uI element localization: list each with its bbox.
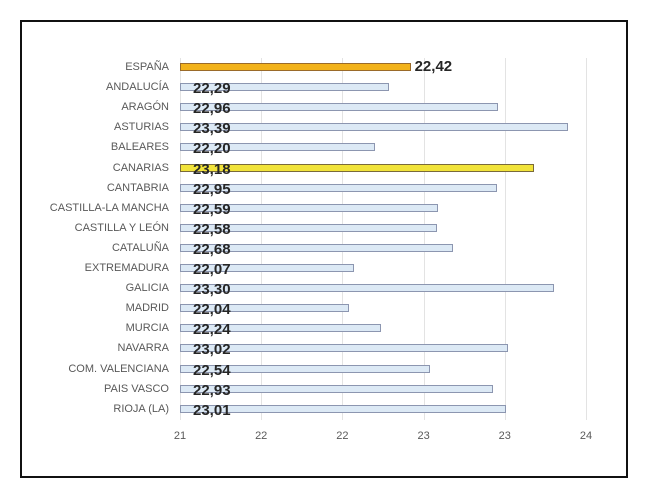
category-label: ESPAÑA	[125, 61, 169, 73]
category-label: RIOJA (LA)	[113, 402, 169, 415]
value-label: 22,04	[193, 301, 231, 319]
category-label: COM. VALENCIANA	[68, 362, 169, 375]
value-label: 22,54	[193, 361, 231, 379]
x-tick-label: 23	[498, 430, 511, 442]
category-label: MURCIA	[125, 322, 169, 335]
category-label: GALICIA	[125, 282, 169, 295]
x-tick-label: 24	[579, 430, 593, 442]
value-label: 22,59	[193, 200, 231, 218]
value-label: 22,07	[193, 261, 231, 278]
value-label: 22,93	[193, 381, 231, 399]
value-label: 22,68	[193, 240, 231, 258]
value-label: 22,96	[193, 100, 231, 118]
value-label: 22,58	[193, 220, 231, 238]
x-tick-label: 22	[336, 430, 349, 442]
category-label: ANDALUCÍA	[106, 81, 169, 94]
bar	[180, 243, 453, 252]
value-label: 22,24	[193, 321, 231, 339]
value-label: 23,02	[193, 341, 231, 359]
category-label: PAIS VASCO	[103, 382, 169, 395]
bar	[180, 63, 411, 71]
x-tick-label: 21	[173, 430, 187, 442]
gridline	[586, 58, 587, 420]
bar	[180, 384, 494, 393]
bar	[180, 264, 354, 272]
gridline	[180, 58, 181, 420]
value-label: 23,39	[193, 120, 231, 138]
value-label: 22,42	[414, 58, 453, 75]
bar	[180, 304, 349, 313]
bar	[180, 203, 439, 212]
bar	[180, 183, 497, 192]
x-tick-label: 22	[255, 430, 268, 442]
x-tick-label: 23	[417, 430, 430, 442]
bar	[180, 83, 390, 92]
category-label: CASTILLA Y LEÓN	[74, 221, 169, 234]
bar	[180, 223, 437, 232]
value-label: 22,29	[193, 80, 231, 98]
bar	[180, 364, 431, 373]
value-label: 22,95	[193, 180, 231, 198]
value-label: 23,01	[193, 401, 231, 419]
bar	[180, 103, 499, 112]
gridline	[504, 58, 506, 420]
category-label: CANARIAS	[112, 161, 169, 174]
category-label: EXTREMADURA	[84, 262, 169, 274]
category-label: CATALUÑA	[111, 241, 169, 254]
value-label: 23,30	[193, 281, 231, 299]
bar	[180, 344, 509, 353]
gridline	[423, 58, 425, 420]
bar	[180, 324, 382, 333]
bar	[180, 404, 507, 413]
category-label: BALEARES	[110, 141, 169, 154]
gridline	[342, 58, 344, 420]
category-label: ARAGÓN	[121, 101, 169, 114]
category-label: NAVARRA	[117, 342, 169, 355]
value-label: 22,20	[193, 140, 231, 158]
category-label: CASTILLA-LA MANCHA	[49, 201, 169, 214]
bar	[180, 163, 535, 172]
category-label: ASTURIAS	[113, 121, 169, 134]
category-label: MADRID	[125, 302, 169, 315]
value-label: 23,18	[193, 160, 231, 178]
bar	[180, 284, 554, 293]
bar	[180, 143, 375, 152]
category-label: CANTABRIA	[106, 181, 169, 194]
gridline	[261, 58, 263, 420]
bar	[180, 123, 569, 132]
